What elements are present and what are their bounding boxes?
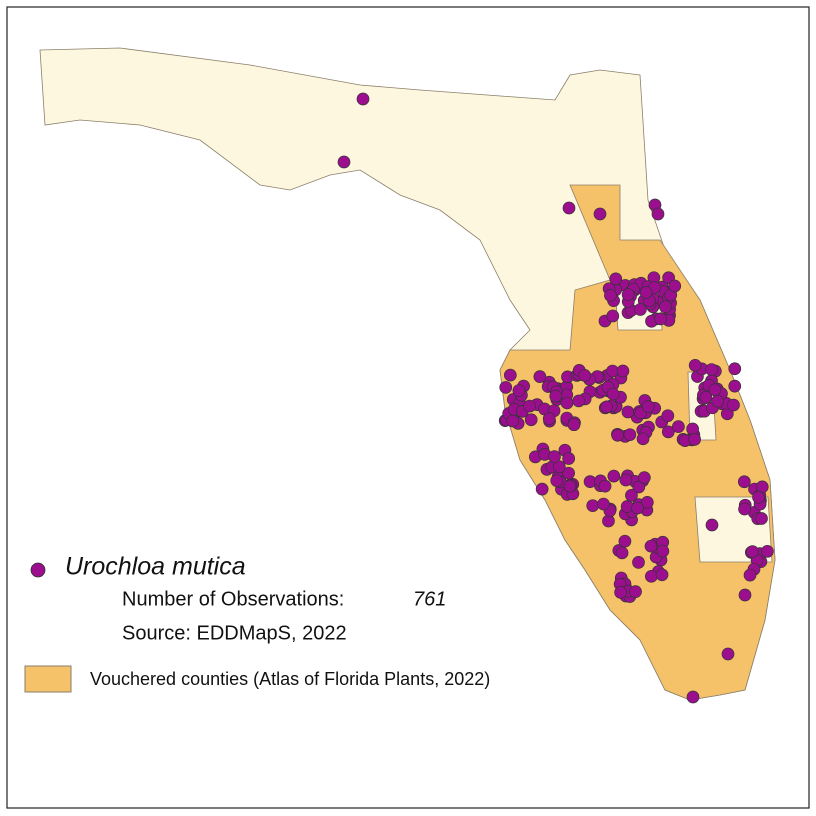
observation-dot	[512, 384, 526, 397]
observation-dot	[614, 586, 627, 599]
observation-dot	[655, 568, 669, 582]
observation-dot	[672, 420, 685, 433]
observation-dot	[625, 488, 638, 502]
source: Source: EDDMapS, 2022	[122, 622, 347, 644]
observation-dot	[688, 358, 702, 372]
observation-dot	[611, 428, 625, 442]
observations-count: 761	[413, 588, 446, 610]
observation-dot	[535, 482, 549, 496]
observation-dot	[761, 544, 774, 558]
observation-dot	[632, 480, 646, 494]
observation-dot	[542, 412, 556, 425]
observation-dot	[506, 414, 520, 428]
observation-dot	[609, 272, 623, 286]
observation-dot	[548, 450, 561, 463]
observation-dot	[639, 286, 653, 299]
observations-label: Number of Observations:	[122, 588, 344, 610]
observation-dot	[727, 398, 740, 412]
observation-dot	[654, 312, 667, 326]
observation-dot	[572, 394, 586, 408]
observation-dot	[705, 363, 718, 376]
observation-dot	[524, 413, 538, 427]
observation-dot	[755, 512, 768, 525]
observation-dot	[356, 92, 370, 106]
observation-dot	[623, 428, 637, 442]
observation-dot	[598, 479, 612, 493]
observation-dot	[746, 545, 759, 558]
observation-dot	[738, 502, 751, 516]
observation-dot	[533, 370, 547, 383]
observation-dot	[636, 432, 650, 446]
observation-dot	[688, 433, 701, 446]
observation-dot	[721, 647, 735, 661]
legend-dot	[30, 562, 46, 578]
observation-dot	[549, 389, 563, 403]
observation-dot	[607, 469, 621, 483]
observation-dot	[656, 544, 670, 558]
observation-dot	[737, 475, 751, 489]
species-name: Urochloa mutica	[65, 553, 246, 581]
observation-dot	[752, 490, 765, 504]
observation-dot	[560, 396, 574, 410]
observation-dot	[711, 394, 725, 408]
observation-dot	[686, 690, 700, 704]
observation-dots	[337, 92, 774, 704]
observation-dot	[661, 409, 675, 423]
observation-dot	[728, 379, 742, 393]
observation-dot	[552, 460, 566, 474]
observation-dot	[586, 499, 600, 513]
observation-dot	[705, 518, 719, 532]
observation-dot	[661, 425, 675, 439]
observation-dot	[743, 568, 757, 582]
observation-dot	[640, 496, 654, 509]
observation-dot	[728, 362, 742, 376]
observation-dot	[523, 399, 536, 413]
observation-dot	[619, 473, 633, 487]
observation-dot	[708, 383, 722, 397]
observation-dot	[615, 546, 629, 560]
observation-dot	[651, 207, 665, 221]
observation-dot	[668, 279, 682, 293]
observation-dot	[637, 471, 651, 484]
observation-dot	[621, 288, 635, 301]
observation-dot	[597, 497, 610, 511]
observation-dot	[604, 288, 617, 302]
observation-dot	[618, 534, 632, 548]
observation-dot	[503, 368, 517, 382]
observation-dot	[699, 390, 713, 404]
observation-dot	[645, 569, 658, 583]
observation-dot	[606, 309, 620, 323]
observation-dot	[629, 585, 642, 598]
observation-dot	[659, 300, 672, 314]
observation-dot	[563, 479, 577, 493]
observation-dot	[644, 539, 658, 553]
observation-dot	[499, 381, 513, 394]
observation-dot	[562, 452, 576, 465]
observation-dot	[600, 400, 614, 414]
observation-dot	[550, 474, 564, 487]
observation-dot	[632, 556, 645, 569]
observation-dot	[578, 368, 591, 382]
observation-dot	[738, 588, 752, 602]
observation-dot	[633, 303, 647, 316]
observation-dot	[606, 387, 620, 401]
vouchered-counties	[499, 184, 776, 701]
observation-dot	[686, 422, 699, 436]
observation-dot	[631, 501, 644, 515]
observation-dot	[567, 418, 581, 432]
observation-dot	[616, 364, 630, 378]
observation-dot	[593, 207, 607, 221]
vouchered-label: Vouchered counties (Atlas of Florida Pla…	[90, 669, 490, 689]
observation-dot	[562, 466, 575, 480]
observation-dot	[562, 201, 576, 215]
observation-dot	[621, 405, 635, 419]
observation-dot	[337, 155, 351, 169]
observation-dot	[641, 400, 655, 413]
legend-swatch	[24, 665, 72, 693]
